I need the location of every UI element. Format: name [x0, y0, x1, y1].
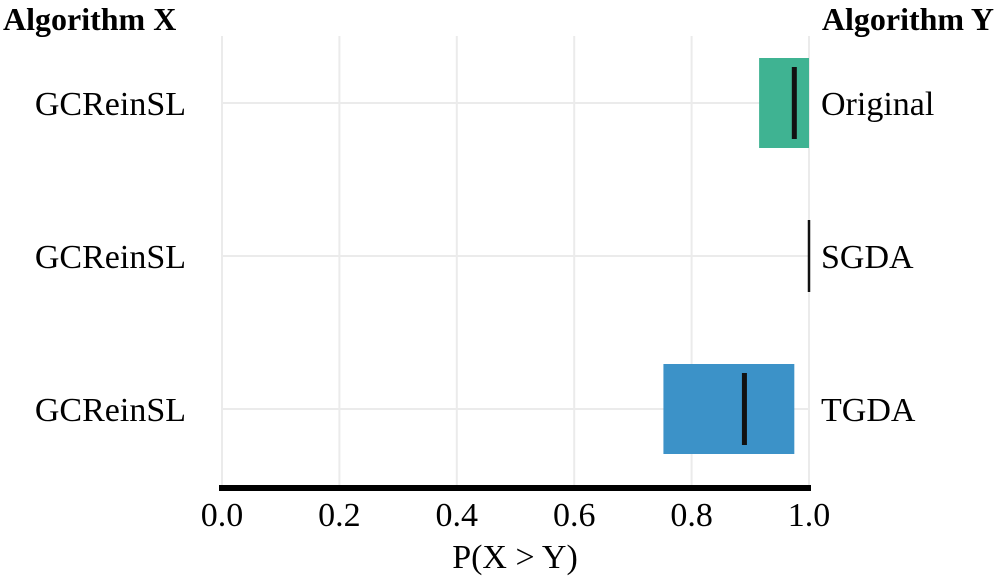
- x-tick-label-2: 0.4: [436, 497, 479, 534]
- x-tick-label-4: 0.8: [670, 497, 713, 534]
- algorithm-y-label-1: SGDA: [821, 239, 914, 276]
- algorithm-y-label-0: Original: [821, 86, 934, 123]
- left-header: Algorithm X: [3, 1, 176, 37]
- algorithm-y-label-2: TGDA: [821, 392, 916, 429]
- x-tick-label-5: 1.0: [788, 497, 831, 534]
- x-tick-label-1: 0.2: [318, 497, 361, 534]
- algorithm-x-label-0: GCReinSL: [35, 86, 186, 123]
- interval-bar-original: [759, 58, 809, 148]
- x-axis-title: P(X > Y): [452, 539, 578, 576]
- algorithm-x-label-1: GCReinSL: [35, 239, 186, 276]
- x-tick-label-3: 0.6: [553, 497, 596, 534]
- algorithm-x-label-2: GCReinSL: [35, 392, 186, 429]
- row-labels: GCReinSL Original GCReinSL SGDA GCReinSL TGDA: [35, 86, 934, 429]
- x-axis-ticks: 0.0 0.2 0.4 0.6 0.8 1.0: [201, 497, 831, 534]
- right-header: Algorithm Y: [822, 1, 994, 37]
- interval-bar-tgda: [663, 364, 795, 454]
- interval-bars: [663, 58, 811, 454]
- x-tick-label-0: 0.0: [201, 497, 244, 534]
